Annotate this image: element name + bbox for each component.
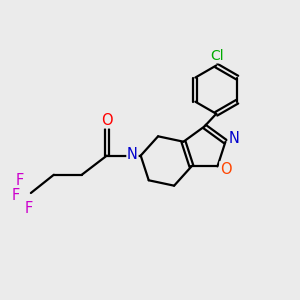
Text: F: F <box>16 173 24 188</box>
Text: Cl: Cl <box>210 49 224 63</box>
Text: F: F <box>24 201 33 216</box>
Text: N: N <box>228 131 239 146</box>
Text: O: O <box>102 113 113 128</box>
Text: O: O <box>220 162 232 177</box>
Text: F: F <box>11 188 20 203</box>
Text: N: N <box>127 147 138 162</box>
